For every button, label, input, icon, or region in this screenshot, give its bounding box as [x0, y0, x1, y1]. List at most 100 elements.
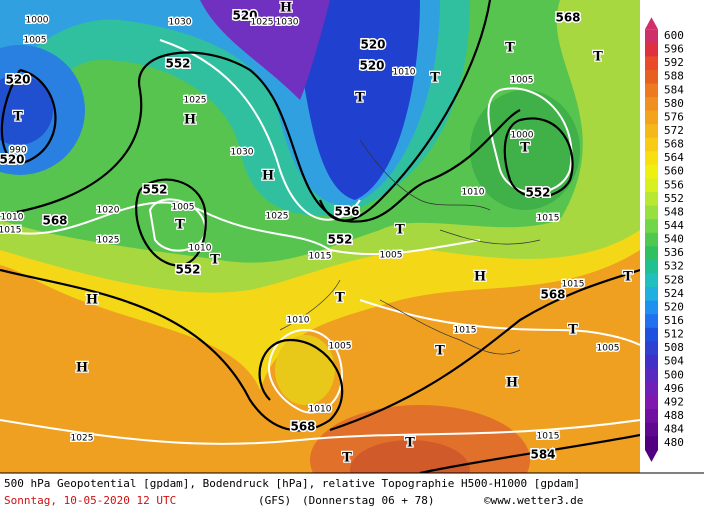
colorbar-label: 592: [664, 56, 684, 69]
coastlines: [279, 139, 541, 355]
pressure-center: T: [520, 141, 530, 156]
colorbar-segment: [645, 232, 658, 247]
pressure-center: T: [593, 50, 603, 65]
coastline: [279, 139, 541, 355]
colorbar-segment: [645, 192, 658, 207]
contour: [503, 117, 574, 198]
pressure-center: H: [184, 113, 196, 128]
colorbar-segment: [645, 354, 658, 369]
isobar: [487, 87, 573, 194]
contour-label: 1010: [309, 405, 332, 415]
colorbar-label: 540: [664, 233, 684, 246]
contour-label: 1015: [309, 252, 332, 262]
contour-label: 552: [165, 57, 190, 71]
contour-label: 552: [175, 263, 200, 277]
contour-label: 1010: [393, 68, 416, 78]
colorbar-segment: [645, 178, 658, 193]
pressure-center: H: [506, 376, 518, 391]
colorbar-label: 564: [664, 151, 684, 164]
contour-label: 1025: [266, 212, 289, 222]
footer-run: (Donnerstag 06 + 78): [302, 494, 434, 507]
pressure-center: H: [86, 293, 98, 308]
colorbar-segment: [645, 287, 658, 302]
contour: [318, 0, 492, 222]
contour-label: 584: [530, 448, 555, 462]
contour-label: 1010: [1, 213, 24, 223]
colorbar-segment: [645, 29, 658, 44]
contour-label: 1020: [97, 206, 120, 216]
colorbar-label: 532: [664, 260, 684, 273]
contour: [135, 178, 207, 267]
contour-label: 1005: [511, 76, 534, 86]
colorbar-label: 480: [664, 436, 684, 449]
colorbar-segment: [645, 124, 658, 139]
colorbar-label: 560: [664, 165, 684, 178]
contour-label: 552: [327, 233, 352, 247]
colorbar-segment: [645, 436, 658, 451]
contour-label: 1010: [287, 316, 310, 326]
contour-label: 1005: [380, 251, 403, 261]
contour: [0, 51, 521, 223]
colorbar-segment: [645, 69, 658, 84]
contour-label: 1010: [462, 188, 485, 198]
pressure-center: H: [280, 1, 292, 16]
colorbar-label: 584: [664, 83, 684, 96]
contour-label: 520: [360, 38, 385, 52]
contour-label: 1030: [169, 18, 192, 28]
colorbar-label: 500: [664, 368, 684, 381]
colorbar: 6005965925885845805765725685645605565525…: [645, 17, 684, 462]
contour-label: 568: [42, 214, 67, 228]
colorbar-label: 496: [664, 382, 684, 395]
pressure-center: T: [405, 436, 415, 451]
pressure-center: T: [568, 323, 578, 338]
colorbar-segment: [645, 382, 658, 397]
contour-label: 568: [290, 420, 315, 434]
contour-label: 1025: [71, 434, 94, 444]
footer-description: 500 hPa Geopotential [gpdam], Bodendruck…: [4, 477, 580, 490]
colorbar-segment: [645, 327, 658, 342]
pressure-center: T: [13, 110, 23, 125]
contour-label: 536: [334, 205, 359, 219]
contour-label: 568: [555, 11, 580, 25]
contour-label: 520: [232, 9, 257, 23]
colorbar-segment: [645, 83, 658, 98]
contour-label: 1015: [562, 280, 585, 290]
colorbar-arrow: [645, 449, 658, 462]
colorbar-segment: [645, 110, 658, 125]
colorbar-segment: [645, 259, 658, 274]
warm-area: [350, 440, 470, 473]
contour-label: 1015: [537, 214, 560, 224]
colorbar-segment: [645, 151, 658, 166]
colorbar-label: 600: [664, 29, 684, 42]
pressure-center: T: [430, 71, 440, 86]
contour-label: 552: [142, 183, 167, 197]
contour-label: 1005: [329, 342, 352, 352]
pressure-center: H: [76, 361, 88, 376]
pressure-center: T: [342, 451, 352, 466]
green-area: [470, 90, 580, 210]
colorbar-label: 544: [664, 219, 684, 232]
contour-label: 1010: [189, 244, 212, 254]
pressure-center: T: [175, 218, 185, 233]
contour-label: 520: [0, 153, 25, 167]
blue-area: [0, 75, 53, 145]
colorbar-label: 484: [664, 423, 684, 436]
contour-label: 1015: [537, 214, 560, 224]
pressure-center: T: [355, 91, 365, 106]
colorbar-label: 556: [664, 178, 684, 191]
contour-label: 1030: [231, 148, 254, 158]
contour-label: 1005: [597, 344, 620, 354]
colorbar-segment: [645, 42, 658, 57]
contour-label: 990: [9, 146, 26, 156]
colorbar-label: 576: [664, 110, 684, 123]
colorbar-label: 580: [664, 97, 684, 110]
colorbar-segment: [645, 409, 658, 424]
contour: [0, 268, 344, 432]
colorbar-segment: [645, 300, 658, 315]
geopotential-lines: [0, 0, 640, 473]
pressure-center: H: [262, 169, 274, 184]
darkblue-area: [300, 0, 420, 200]
